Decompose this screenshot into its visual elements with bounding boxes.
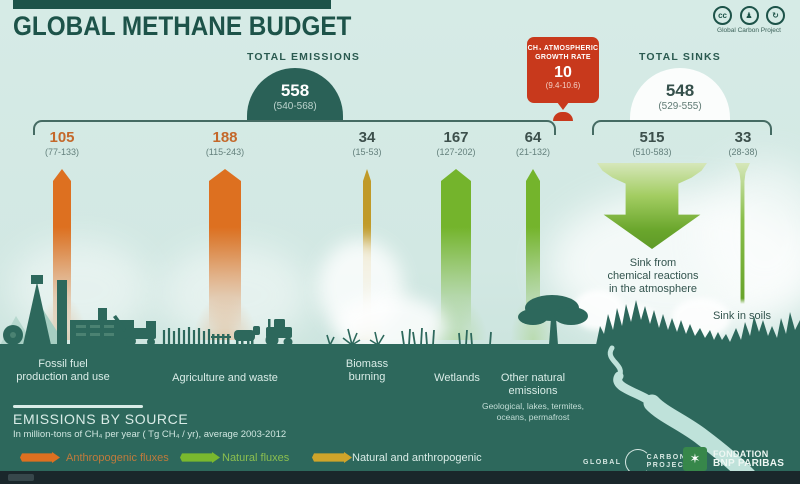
harvester-wheel — [147, 338, 155, 346]
growth-rate-label-line1: CH₄ ATMOSPHERIC — [527, 45, 599, 52]
growth-rate-callout: CH₄ ATMOSPHERIC GROWTH RATE 10 (9.4-10.6… — [527, 37, 599, 103]
growth-rate-dome — [553, 112, 573, 121]
bnp-star-icon: ✶ — [683, 447, 707, 471]
sink-chemical-values: 515 (510-583) — [597, 129, 707, 157]
total-emissions-label: TOTAL EMISSIONS — [247, 51, 361, 63]
page-title: GLOBAL METHANE BUDGET — [13, 11, 352, 41]
source-label-other-natural: Other natural emissions — [500, 372, 566, 397]
flux-range: (15-53) — [352, 147, 382, 157]
total-sinks-value: 548 — [665, 81, 695, 100]
legend-label-anthropogenic: Anthropogenic fluxes — [66, 452, 169, 464]
source-sublabel-other-natural: Geological, lakes, termites, oceans, per… — [481, 401, 585, 422]
flux-wetlands-values: 167 (127-202) — [401, 129, 511, 157]
flux-other-natural-values: 64 (21-132) — [478, 129, 588, 157]
flux-value: 64 — [524, 129, 542, 146]
factory-chimney-icon — [57, 280, 67, 346]
flux-value: 34 — [358, 129, 376, 146]
cow-icon — [234, 330, 255, 341]
sink-range: (28-38) — [728, 147, 758, 157]
flux-arrow-wetlands — [421, 169, 491, 340]
total-sinks-dome: 548 (529-555) — [630, 68, 730, 121]
river — [607, 345, 757, 475]
source-label-agriculture: Agriculture and waste — [172, 372, 278, 384]
source-label-wetlands: Wetlands — [434, 372, 480, 384]
flux-fossil-fuel-values: 105 (77-133) — [7, 129, 117, 157]
callout-pointer — [557, 102, 569, 110]
landscape-illustration — [0, 275, 800, 475]
harvester-spout — [113, 315, 126, 332]
bottom-strip-notch — [8, 474, 34, 481]
flux-arrow-agriculture — [189, 169, 261, 340]
sink-value: 515 — [639, 129, 665, 146]
legend-label-natural: Natural fluxes — [222, 452, 290, 464]
flux-biomass-values: 34 (15-53) — [312, 129, 422, 157]
total-emissions-dome: 558 (540-568) — [247, 68, 343, 121]
flux-value: 188 — [212, 129, 238, 146]
attribution-label: Global Carbon Project — [717, 27, 781, 34]
pine-forest-silhouette — [596, 300, 800, 345]
emissions-bracket — [33, 120, 556, 135]
mine-headframe-icon — [23, 282, 51, 345]
flux-value: 167 — [443, 129, 469, 146]
flux-agriculture-values: 188 (115-243) — [170, 129, 280, 157]
sink-value: 33 — [734, 129, 752, 146]
legend-swatch-anthropogenic — [20, 452, 60, 463]
cc-sharealike-icon: ↻ — [765, 6, 785, 25]
section-title: EMISSIONS BY SOURCE — [13, 411, 189, 427]
total-emissions-value: 558 — [280, 81, 310, 100]
section-underline — [13, 405, 143, 408]
sink-range: (510-583) — [632, 147, 672, 157]
growth-rate-range: (9.4-10.6) — [545, 81, 581, 90]
flux-range: (77-133) — [44, 147, 80, 157]
cc-license-icon: cc — [713, 6, 733, 25]
growth-rate-label-line2: GROWTH RATE — [535, 54, 591, 61]
harvester-wheel — [126, 336, 136, 346]
legend-swatch-natural — [180, 452, 220, 463]
legend-swatch-mixed — [312, 452, 352, 463]
total-sinks-range: (529-555) — [658, 101, 702, 112]
crops-icon — [162, 327, 211, 345]
cloud-backdrop-sinks-2 — [700, 160, 800, 310]
harvester-cab — [146, 321, 156, 330]
source-label-fossil-fuel: Fossil fuel production and use — [16, 358, 110, 383]
factory-windows — [10, 325, 114, 338]
units-subtitle: In million-tons of CH₄ per year ( Tg CH₄… — [13, 429, 287, 440]
legend-label-mixed: Natural and anthropogenic — [352, 452, 482, 464]
sink-soils-label: Sink in soils — [712, 310, 772, 322]
bottom-strip — [0, 471, 800, 484]
flux-range: (127-202) — [436, 147, 476, 157]
flux-value: 105 — [49, 129, 75, 146]
reeds-icon — [401, 327, 492, 346]
sink-chemical-label: Sink from chemical reactions in the atmo… — [607, 257, 699, 295]
burnt-shrub-icon — [326, 328, 385, 346]
total-sinks-label: TOTAL SINKS — [638, 51, 722, 63]
creative-commons-badges: cc ♟ ↻ Global Carbon Project — [706, 6, 792, 34]
sink-soils-values: 33 (28-38) — [688, 129, 798, 157]
sinks-bracket — [592, 120, 772, 135]
total-emissions-range: (540-568) — [273, 101, 317, 112]
title-accent-bar — [13, 0, 331, 9]
growth-rate-value: 10 — [554, 64, 572, 81]
source-label-biomass: Biomass burning — [345, 358, 389, 383]
flux-range: (21-132) — [515, 147, 551, 157]
fence-icon — [212, 334, 215, 345]
flux-range: (115-243) — [205, 147, 245, 157]
mine-headframe-top — [31, 275, 43, 284]
cc-attribution-icon: ♟ — [739, 6, 759, 25]
bnp-paribas-logo: ✶ FONDATION BNP PARIBAS — [683, 447, 784, 471]
